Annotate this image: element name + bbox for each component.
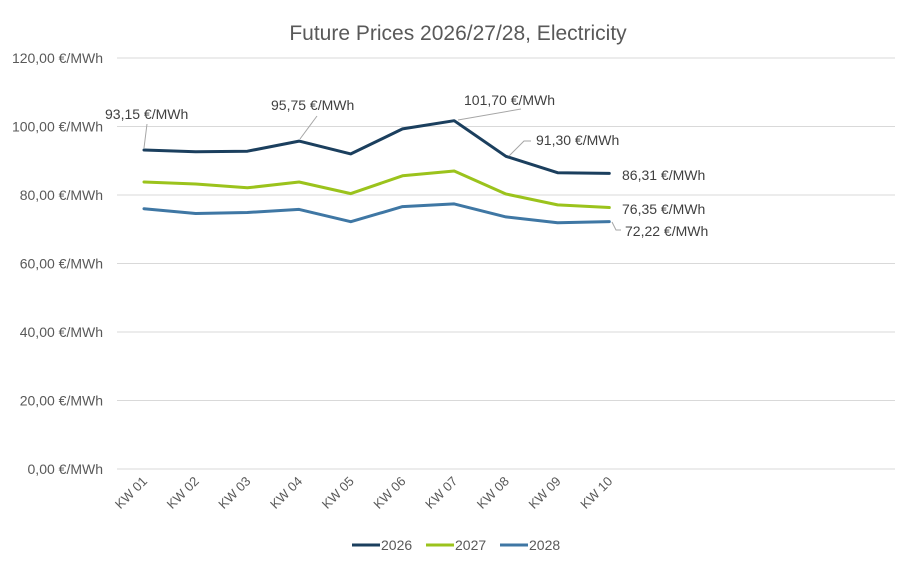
data-label: 101,70 €/MWh bbox=[464, 92, 555, 108]
data-label-leader bbox=[508, 140, 531, 157]
x-tick-label: KW 01 bbox=[112, 474, 150, 512]
chart-title: Future Prices 2026/27/28, Electricity bbox=[289, 22, 627, 45]
series-line-2028 bbox=[142, 202, 611, 225]
data-label: 93,15 €/MWh bbox=[105, 106, 188, 122]
data-label: 95,75 €/MWh bbox=[271, 97, 354, 113]
x-tick-label: KW 02 bbox=[164, 474, 202, 512]
x-axis-ticks: KW 01 KW 02 KW 03 KW 04 KW 05 KW 06 KW 07 KW 08… bbox=[112, 474, 615, 512]
series-lines bbox=[142, 119, 611, 225]
y-tick-label: 20,00 €/MWh bbox=[20, 393, 103, 409]
y-axis-ticks: 0,00 €/MWh 20,00 €/MWh 40,00 €/MWh 60,00 €/… bbox=[12, 50, 103, 477]
legend-label-2027: 2027 bbox=[455, 537, 486, 553]
x-tick-label: KW 08 bbox=[474, 474, 512, 512]
y-tick-label: 100,00 €/MWh bbox=[12, 119, 103, 135]
legend-label-2028: 2028 bbox=[529, 537, 560, 553]
data-label-leader bbox=[299, 115, 318, 140]
x-tick-label: KW 06 bbox=[370, 474, 408, 512]
y-tick-label: 60,00 €/MWh bbox=[20, 256, 103, 272]
data-labels: 93,15 €/MWh 95,75 €/MWh 101,70 €/MWh 91,30 … bbox=[105, 92, 708, 239]
legend: 2026 2027 2028 bbox=[352, 537, 560, 553]
legend-label-2026: 2026 bbox=[381, 537, 412, 553]
data-label-leader bbox=[143, 123, 148, 149]
data-label: 72,22 €/MWh bbox=[625, 223, 708, 239]
data-label: 76,35 €/MWh bbox=[622, 201, 705, 217]
x-tick-label: KW 09 bbox=[526, 474, 564, 512]
x-tick-label: KW 10 bbox=[577, 474, 615, 512]
data-label: 91,30 €/MWh bbox=[536, 132, 619, 148]
gridlines bbox=[117, 57, 895, 470]
series-line-2027 bbox=[142, 169, 611, 209]
y-tick-label: 80,00 €/MWh bbox=[20, 187, 103, 203]
data-label-leader bbox=[611, 221, 621, 231]
data-label-leader bbox=[457, 108, 522, 121]
series-line-2026 bbox=[142, 119, 611, 175]
y-tick-label: 40,00 €/MWh bbox=[20, 324, 103, 340]
data-label: 86,31 €/MWh bbox=[622, 167, 705, 183]
x-tick-label: KW 05 bbox=[319, 474, 357, 512]
x-tick-label: KW 07 bbox=[422, 474, 460, 512]
y-tick-label: 0,00 €/MWh bbox=[28, 461, 103, 477]
x-tick-label: KW 03 bbox=[215, 474, 253, 512]
y-tick-label: 120,00 €/MWh bbox=[12, 50, 103, 66]
x-tick-label: KW 04 bbox=[267, 474, 305, 512]
